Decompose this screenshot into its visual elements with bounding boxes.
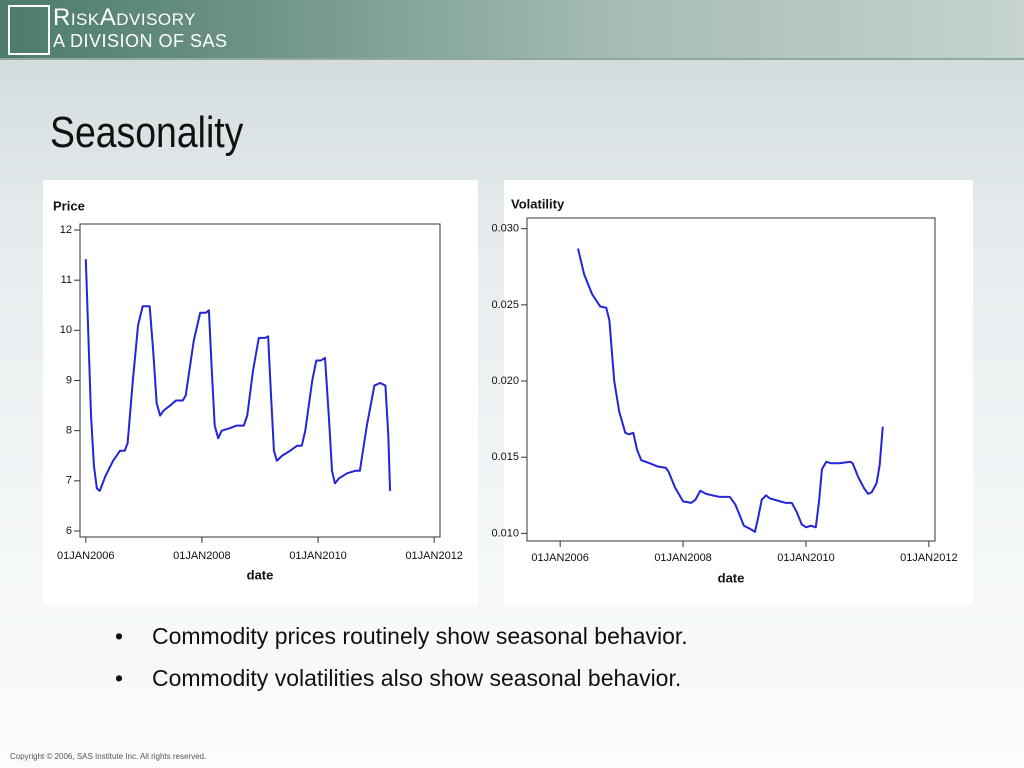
y-axis-title: Price (53, 198, 85, 213)
price-line (577, 248, 884, 533)
y-tick-label: 9 (66, 374, 72, 386)
bullet-item: • Commodity volatilities also show season… (115, 665, 682, 691)
y-tick-label: 8 (66, 425, 72, 437)
y-axis-title: Volatility (511, 196, 565, 211)
plot-frame (526, 217, 936, 542)
bullet-item: • Commodity prices routinely show seasona… (115, 623, 688, 649)
logo-text: RiskAdvisory (53, 4, 196, 31)
x-tick-label: 01JAN2008 (173, 550, 231, 562)
x-tick-label: 01JAN2006 (57, 550, 115, 562)
x-tick-label: 01JAN2006 (531, 552, 589, 564)
y-tick-label: 0.020 (491, 375, 519, 387)
y-tick-label: 7 (66, 475, 72, 487)
y-tick-label: 0.030 (491, 223, 519, 235)
header-band: RiskAdvisory A DIVISION OF SAS (0, 0, 1024, 60)
y-tick-label: 12 (60, 224, 72, 236)
y-tick-label: 6 (66, 525, 72, 537)
bullet-text: Commodity volatilities also show seasona… (152, 665, 682, 691)
price-line (84, 259, 392, 492)
chart-panel (504, 180, 973, 605)
x-axis-title: date (247, 567, 274, 582)
y-tick-label: 11 (61, 274, 72, 286)
y-tick-label: 0.010 (491, 527, 519, 539)
bullet-text: Commodity prices routinely show seasonal… (152, 623, 688, 649)
slide-title: Seasonality (50, 108, 244, 157)
footer: Copyright © 2006, SAS Institute Inc. All… (10, 752, 207, 761)
x-tick-label: 01JAN2010 (289, 550, 347, 562)
chart-panel (43, 180, 478, 605)
logo-mark (8, 5, 50, 55)
x-tick-label: 01JAN2012 (405, 550, 463, 562)
x-tick-label: 01JAN2010 (777, 552, 835, 564)
x-tick-label: 01JAN2012 (900, 552, 958, 564)
y-tick-label: 10 (60, 324, 72, 336)
y-tick-label: 0.015 (491, 451, 519, 463)
x-axis-title: date (718, 570, 745, 585)
y-tick-label: 0.025 (491, 299, 519, 311)
x-tick-label: 01JAN2008 (654, 552, 712, 564)
logo-subtext: A DIVISION OF SAS (53, 31, 228, 51)
